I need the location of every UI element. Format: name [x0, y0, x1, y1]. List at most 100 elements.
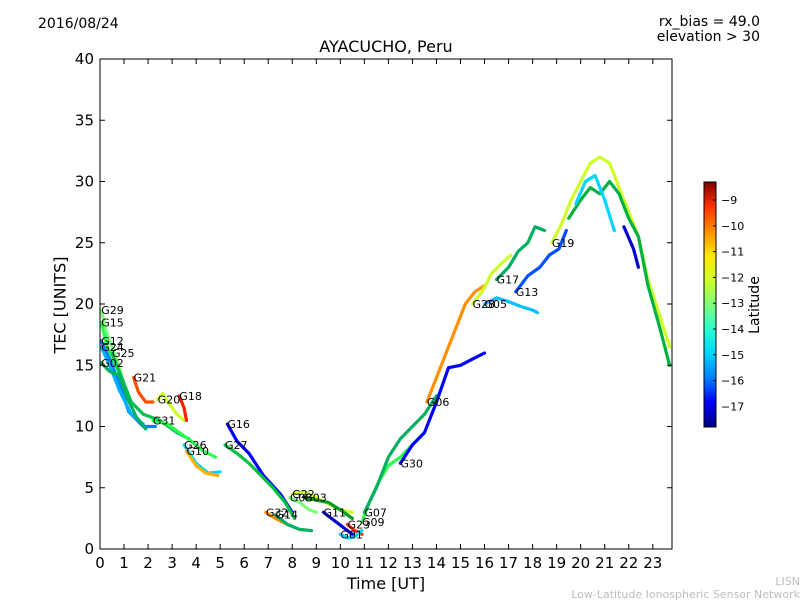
x-tick-label: 3 [167, 554, 177, 572]
series-label-g19: G19 [552, 237, 575, 250]
y-tick-label: 20 [75, 295, 94, 313]
x-tick-label: 6 [239, 554, 249, 572]
series-line-g02 [99, 361, 148, 431]
series-label-g26: G26 [184, 439, 207, 452]
x-tick-label: 16 [475, 554, 494, 572]
series-label-g15: G15 [101, 316, 124, 329]
chart-title: AYACUCHO, Peru [319, 37, 453, 56]
x-tick-label: 14 [427, 554, 446, 572]
series-line-g06 [425, 284, 487, 404]
x-tick-label: 7 [263, 554, 273, 572]
series-line-g30 [398, 351, 487, 465]
x-tick-label: 2 [143, 554, 153, 572]
x-tick-label: 12 [379, 554, 398, 572]
x-tick-label: 1 [119, 554, 129, 572]
series-label-g24: G24 [101, 341, 124, 354]
y-tick-label: 0 [84, 540, 94, 558]
series-line-g21 [132, 375, 155, 404]
elevation-label: elevation > 30 [656, 29, 760, 45]
series-label-g03: G03 [304, 492, 327, 505]
series-label-g06: G06 [427, 396, 450, 409]
x-tick-label: 4 [191, 554, 201, 572]
y-tick-label: 15 [75, 356, 94, 374]
series-label-g31: G31 [153, 414, 176, 427]
x-tick-label: 10 [331, 554, 350, 572]
colorbar-gradient [703, 181, 717, 428]
x-tick-label: 20 [571, 554, 590, 572]
y-tick-label: 40 [75, 50, 94, 68]
x-tick-label: 23 [643, 554, 662, 572]
series-label-g14: G14 [275, 509, 298, 522]
x-tick-label: 9 [312, 554, 322, 572]
colorbar-tick-label: −16 [721, 375, 744, 388]
series-label-g16: G16 [227, 418, 250, 431]
colorbar-tick-label: −12 [721, 271, 744, 284]
colorbar-tick-label: −11 [721, 246, 744, 259]
series-line-g08 [288, 496, 318, 514]
series-label-g21: G21 [134, 372, 157, 385]
plot-frame [99, 58, 673, 550]
colorbar-tick-label: −17 [721, 400, 744, 413]
series-label-g01: G01 [340, 528, 363, 541]
series-line-g03 [302, 496, 354, 520]
series-label-g17: G17 [497, 274, 520, 287]
series-label-g23: G23 [348, 519, 371, 532]
y-tick-label: 30 [75, 173, 94, 191]
series-line-unlabeled-33 [622, 225, 640, 269]
y-tick-label: 5 [84, 479, 94, 497]
rx-bias-label: rx_bias = 49.0 [658, 14, 760, 30]
series-label-g25: G25 [112, 347, 135, 360]
series-label-g12: G12 [101, 335, 124, 348]
x-tick-label: 5 [215, 554, 225, 572]
series-line-g17 [495, 225, 547, 282]
series-line-g05 [482, 296, 539, 315]
axis-layer: 0 1 2 3 4 5 6 7 8 9 10 11 12 13 14 15 16 17 18 19 20 21 22 2305… [75, 50, 672, 572]
series-label-g13: G13 [516, 286, 539, 299]
x-tick-label: 19 [547, 554, 566, 572]
series-line-g10 [184, 449, 220, 478]
series-label-g08: G08 [290, 492, 313, 505]
series-line-g31 [151, 418, 217, 459]
series-line-g11 [321, 510, 354, 536]
x-tick-label: 18 [523, 554, 542, 572]
y-tick-label: 10 [75, 418, 94, 436]
series-line-g20 [156, 391, 186, 422]
series-line-g13 [514, 228, 568, 294]
x-tick-label: 13 [403, 554, 422, 572]
credit-network: Low-Latitude Ionospheric Sensor Network [571, 588, 800, 601]
series-label-g29: G29 [101, 304, 124, 317]
x-tick-label: 17 [499, 554, 518, 572]
series-line-g01 [338, 529, 364, 540]
y-tick-label: 35 [75, 111, 94, 129]
credit-lisn: LISN [775, 575, 800, 588]
series-line-unlabeled-32 [574, 173, 616, 233]
y-tick-label: 25 [75, 234, 94, 252]
series-line-g18 [177, 394, 189, 422]
colorbar-tick-label: −9 [721, 194, 737, 207]
series-label-g07: G07 [364, 506, 387, 519]
x-tick-label: 0 [95, 554, 105, 572]
x-tick-label: 11 [355, 554, 374, 572]
series-label-g11: G11 [324, 506, 347, 519]
series-label-g30: G30 [400, 457, 423, 470]
series-line-g14 [273, 513, 314, 533]
series-label-g18: G18 [179, 390, 202, 403]
colorbar: −17 −16 −15 −14 −13 −12 −11 −10 −9 [703, 181, 744, 428]
colorbar-tick-label: −13 [721, 297, 744, 310]
series-label-g05: G05 [485, 298, 508, 311]
x-tick-label: 21 [595, 554, 614, 572]
series-label-g22: G22 [292, 488, 315, 501]
series-line-unlabeled-31 [567, 179, 672, 367]
series-label-g10: G10 [187, 445, 210, 458]
x-tick-label: 22 [619, 554, 638, 572]
series-label-g27: G27 [225, 439, 248, 452]
series-label-g28: G28 [473, 298, 496, 311]
series-label-g32: G32 [266, 506, 289, 519]
date-label: 2016/08/24 [38, 16, 119, 32]
series-label-g20: G20 [158, 394, 181, 407]
series-label-g09: G09 [362, 516, 385, 529]
x-tick-label: 8 [287, 554, 297, 572]
x-axis-label: Time [UT] [346, 574, 426, 593]
